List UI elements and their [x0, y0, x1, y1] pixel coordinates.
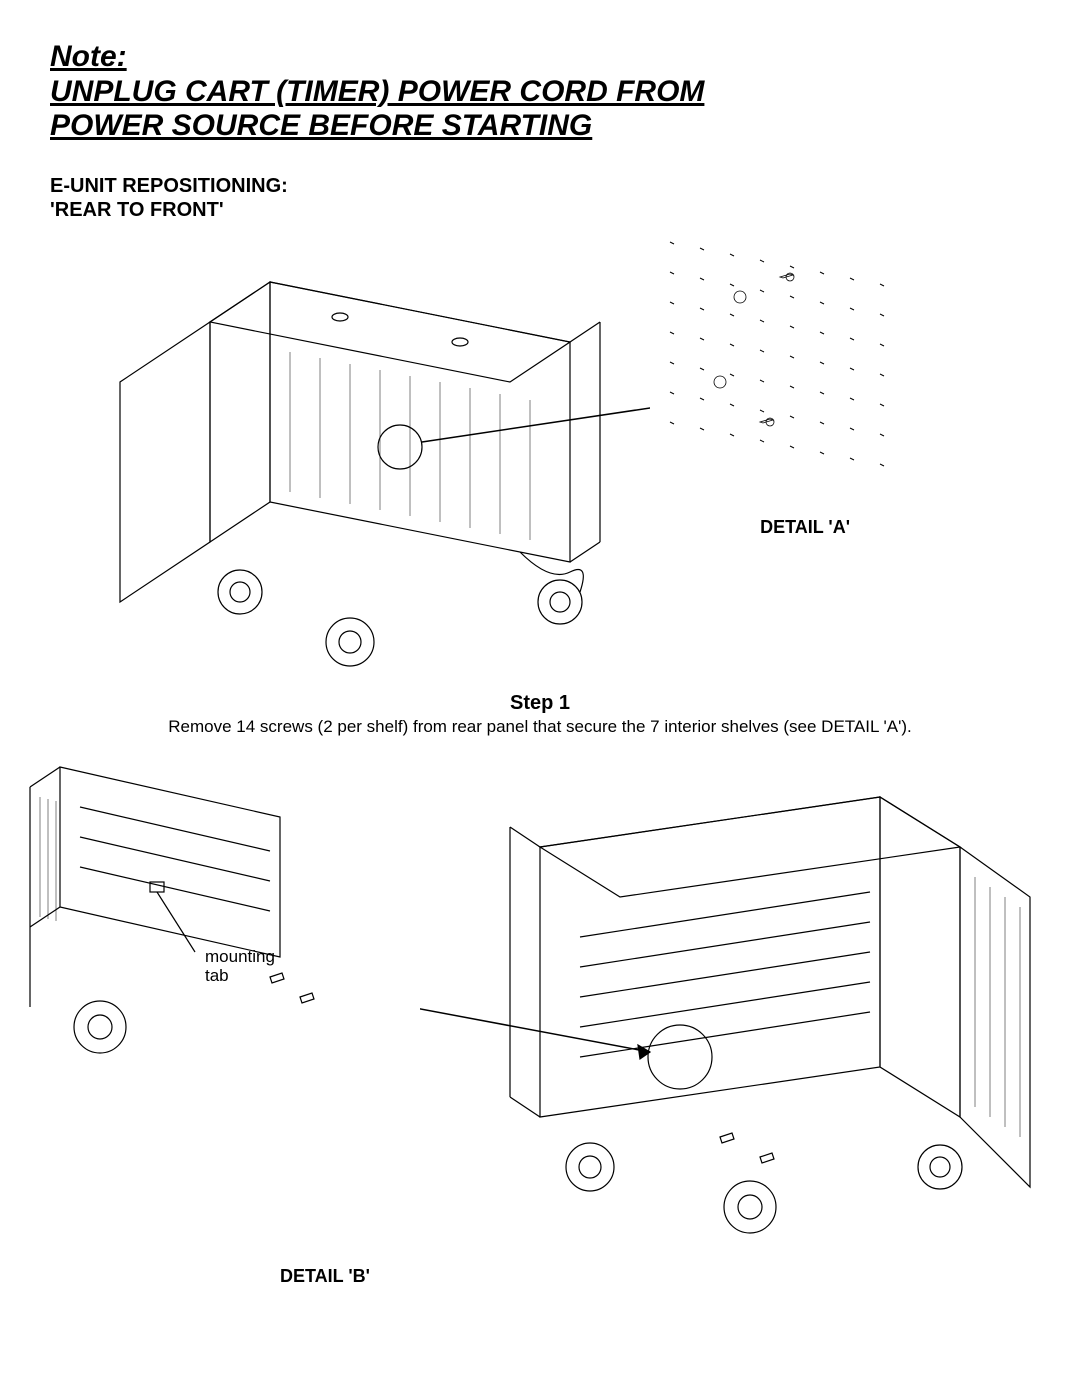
detail-a-label: DETAIL 'A'	[760, 517, 850, 538]
figure-area-2: mounting tab	[50, 747, 1030, 1287]
note-line1: Note:	[50, 40, 1030, 75]
step-1-block: Step 1 Remove 14 screws (2 per shelf) fr…	[50, 692, 1030, 737]
detail-b-diagram	[20, 747, 420, 1067]
mounting-tab-line2: tab	[205, 966, 275, 986]
detail-b-label: DETAIL 'B'	[280, 1266, 370, 1287]
detail-a-diagram	[650, 222, 950, 512]
cart-diagram-1	[90, 232, 650, 682]
note-line2: UNPLUG CART (TIMER) POWER CORD FROM	[50, 75, 1030, 110]
cart-diagram-2	[420, 767, 1040, 1287]
section-heading: E-UNIT REPOSITIONING: 'REAR TO FRONT'	[50, 174, 1030, 222]
figure-area-1: DETAIL 'A'	[50, 232, 1030, 682]
section-line2: 'REAR TO FRONT'	[50, 198, 1030, 222]
mounting-tab-label: mounting tab	[205, 947, 275, 986]
note-heading: Note: UNPLUG CART (TIMER) POWER CORD FRO…	[50, 40, 1030, 144]
note-line3: POWER SOURCE BEFORE STARTING	[50, 109, 1030, 144]
mounting-tab-line1: mounting	[205, 947, 275, 967]
step-1-title: Step 1	[50, 692, 1030, 715]
step-1-text: Remove 14 screws (2 per shelf) from rear…	[50, 717, 1030, 737]
section-line1: E-UNIT REPOSITIONING:	[50, 174, 1030, 198]
